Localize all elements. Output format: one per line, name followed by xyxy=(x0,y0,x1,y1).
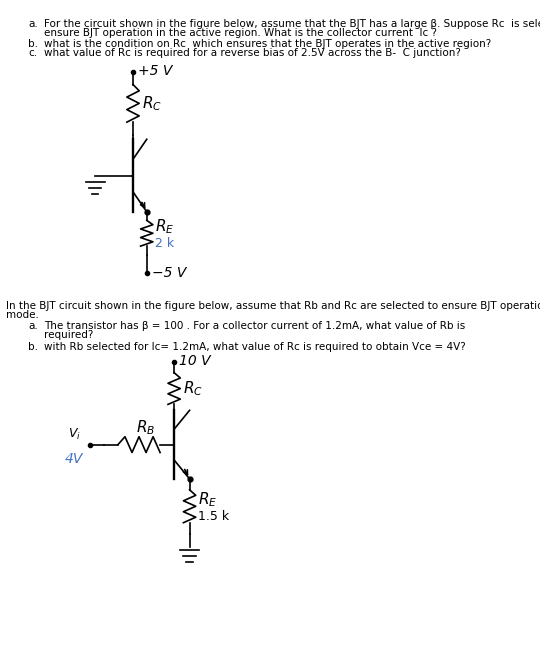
Text: $R_B$: $R_B$ xyxy=(136,419,155,438)
Text: $R_C$: $R_C$ xyxy=(141,94,161,112)
Text: In the BJT circuit shown in the figure below, assume that Rb and Rc are selected: In the BJT circuit shown in the figure b… xyxy=(6,301,540,311)
Text: c.: c. xyxy=(29,49,38,59)
Text: 2 k: 2 k xyxy=(156,237,174,250)
Text: +5 V: +5 V xyxy=(138,64,173,78)
Text: b.: b. xyxy=(29,39,38,49)
Text: required?: required? xyxy=(44,330,93,340)
Text: The transistor has β = 100 . For a collector current of 1.2mA, what value of Rb : The transistor has β = 100 . For a colle… xyxy=(44,321,465,331)
Text: what value of Rc is required for a reverse bias of 2.5V across the B-  C junctio: what value of Rc is required for a rever… xyxy=(44,49,461,59)
Text: ensure BJT operation in the active region. What is the collector current  Ic ?: ensure BJT operation in the active regio… xyxy=(44,29,437,39)
Text: a.: a. xyxy=(29,19,38,29)
Text: with Rb selected for Ic= 1.2mA, what value of Rc is required to obtain Vce = 4V?: with Rb selected for Ic= 1.2mA, what val… xyxy=(44,342,465,352)
Text: $V_i$: $V_i$ xyxy=(68,427,81,442)
Text: what is the condition on Rc  which ensures that the BJT operates in the active r: what is the condition on Rc which ensure… xyxy=(44,39,491,49)
Text: $R_C$: $R_C$ xyxy=(183,379,202,398)
Text: $R_E$: $R_E$ xyxy=(198,490,218,509)
Text: −5 V: −5 V xyxy=(152,266,186,280)
Text: 4V: 4V xyxy=(64,452,83,466)
Text: b.: b. xyxy=(29,342,38,352)
Text: a.: a. xyxy=(29,321,38,331)
Text: For the circuit shown in the figure below, assume that the BJT has a large β. Su: For the circuit shown in the figure belo… xyxy=(44,19,540,29)
Text: mode.: mode. xyxy=(6,310,39,320)
Text: $R_E$: $R_E$ xyxy=(156,217,174,236)
Text: 1.5 k: 1.5 k xyxy=(198,510,230,523)
Text: 10 V: 10 V xyxy=(179,354,211,368)
